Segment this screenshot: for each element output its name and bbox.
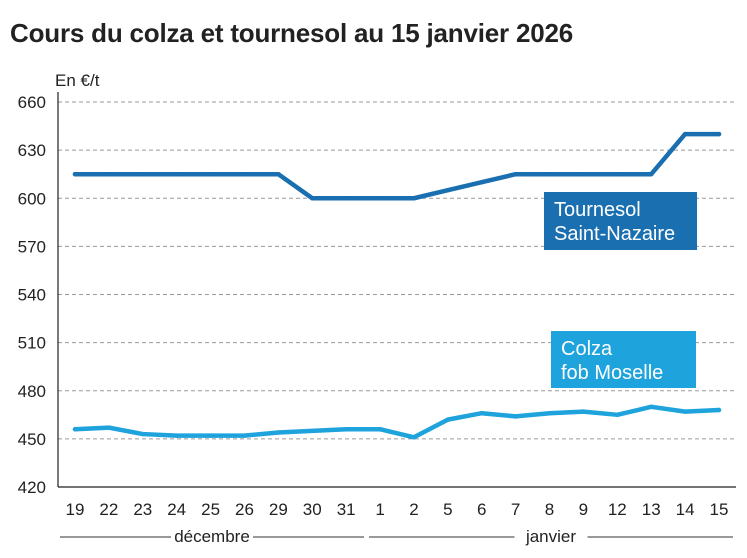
series-label-text: Colza	[561, 338, 613, 360]
data-point	[310, 428, 315, 434]
data-point	[72, 427, 78, 432]
data-point	[106, 425, 112, 430]
data-point	[72, 171, 78, 177]
data-point	[174, 433, 179, 438]
data-point	[445, 417, 451, 422]
x-tick-label: 7	[511, 500, 520, 519]
x-tick-label: 12	[608, 500, 627, 519]
y-tick-label: 540	[18, 286, 46, 305]
x-tick-label: 19	[66, 500, 85, 519]
y-tick-label: 570	[18, 237, 46, 256]
series-line-1	[72, 404, 722, 440]
data-point	[479, 180, 484, 185]
data-point	[682, 131, 688, 137]
x-tick-label: 23	[133, 500, 152, 519]
x-tick-label: 25	[201, 500, 220, 519]
y-tick-label: 450	[18, 430, 46, 449]
data-point	[343, 196, 349, 201]
y-tick-label: 420	[18, 478, 46, 497]
chart-title: Cours du colza et tournesol au 15 janvie…	[10, 18, 573, 48]
x-tick-label: 26	[235, 500, 254, 519]
month-label-january: janvier	[525, 527, 576, 546]
x-tick-label: 5	[443, 500, 452, 519]
x-tick-label: 15	[710, 500, 729, 519]
data-point	[377, 196, 383, 201]
data-point	[140, 431, 145, 437]
data-point	[615, 412, 620, 418]
data-point	[716, 131, 722, 137]
y-tick-label: 630	[18, 141, 46, 160]
data-point	[276, 171, 281, 177]
data-point	[411, 196, 417, 201]
x-tick-label: 8	[545, 500, 554, 519]
data-point	[581, 409, 586, 414]
data-point	[581, 171, 586, 177]
x-tick-label: 6	[477, 500, 486, 519]
data-point	[106, 171, 112, 177]
month-label-december: décembre	[174, 527, 250, 546]
data-point	[242, 171, 247, 177]
x-tick-label: 30	[303, 500, 322, 519]
y-tick-label: 660	[18, 93, 46, 112]
y-axis-label: En €/t	[55, 71, 100, 90]
data-point	[242, 433, 247, 438]
x-tick-label: 9	[579, 500, 588, 519]
x-tick-label: 24	[167, 500, 186, 519]
data-point	[445, 188, 451, 193]
data-point	[208, 171, 213, 177]
data-point	[411, 435, 417, 440]
data-point	[310, 196, 315, 201]
series-label-box-0	[544, 192, 697, 250]
data-point	[513, 414, 518, 419]
series-line-0	[72, 131, 722, 201]
y-tick-label: 510	[18, 334, 46, 353]
x-tick-label: 14	[676, 500, 695, 519]
data-point	[547, 411, 552, 416]
x-tick-label: 31	[337, 500, 356, 519]
series-label-box-1	[551, 331, 696, 388]
data-point	[615, 171, 620, 177]
data-point	[479, 411, 484, 416]
data-point	[513, 171, 518, 177]
data-point	[377, 427, 383, 432]
data-point	[716, 407, 722, 413]
data-point	[343, 427, 349, 432]
x-tick-label: 13	[642, 500, 661, 519]
x-tick-label: 1	[375, 500, 384, 519]
y-tick-label: 480	[18, 382, 46, 401]
data-point	[547, 171, 552, 177]
y-tick-label: 600	[18, 189, 46, 208]
data-point	[140, 171, 145, 177]
data-point	[174, 171, 179, 177]
x-tick-label: 22	[99, 500, 118, 519]
data-point	[682, 409, 688, 414]
x-tick-label: 2	[409, 500, 418, 519]
data-point	[649, 171, 654, 177]
data-point	[649, 404, 654, 409]
x-tick-label: 29	[269, 500, 288, 519]
data-point	[208, 433, 213, 438]
series-label-text: fob Moselle	[561, 362, 663, 384]
series-label-text: Saint-Nazaire	[554, 223, 675, 245]
series-label-text: Tournesol	[554, 199, 641, 221]
data-point	[276, 430, 281, 435]
